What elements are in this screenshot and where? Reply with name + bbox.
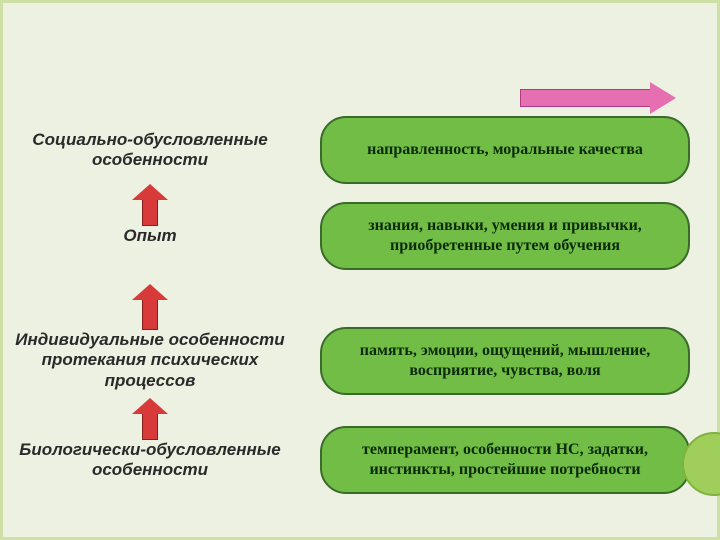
right-arrow-shaft [520, 89, 650, 107]
up-arrow-shaft [142, 300, 158, 330]
up-arrow-head [132, 398, 168, 414]
row-box: знания, навыки, умения и привычки, приоб… [320, 202, 690, 270]
diagram-row: Индивидуальные особенности протекания пс… [0, 330, 720, 391]
row-label: Индивидуальные особенности протекания пс… [0, 330, 300, 391]
up-arrow [132, 398, 168, 440]
up-arrow [132, 284, 168, 330]
row-label: Социально-обусловленные особенности [0, 130, 300, 171]
diagram-content: Социально-обусловленные особенности напр… [0, 130, 720, 540]
diagram-row: Социально-обусловленные особенности напр… [0, 130, 720, 171]
right-arrow [520, 82, 676, 114]
row-label: Опыт [0, 226, 300, 246]
diagram-row: Биологически-обусловленные особенности т… [0, 440, 720, 481]
up-arrow-shaft [142, 200, 158, 226]
diagram-row: Опыт знания, навыки, умения и привычки, … [0, 226, 720, 246]
up-arrow-head [132, 184, 168, 200]
up-arrow-shaft [142, 414, 158, 440]
row-box: направленность, моральные качества [320, 116, 690, 184]
up-arrow-head [132, 284, 168, 300]
up-arrow [132, 184, 168, 226]
row-label: Биологически-обусловленные особенности [0, 440, 300, 481]
right-arrow-head [650, 82, 676, 114]
row-box: темперамент, особенности НС, задатки, ин… [320, 426, 690, 494]
row-box: память, эмоции, ощущений, мышление, восп… [320, 327, 690, 395]
